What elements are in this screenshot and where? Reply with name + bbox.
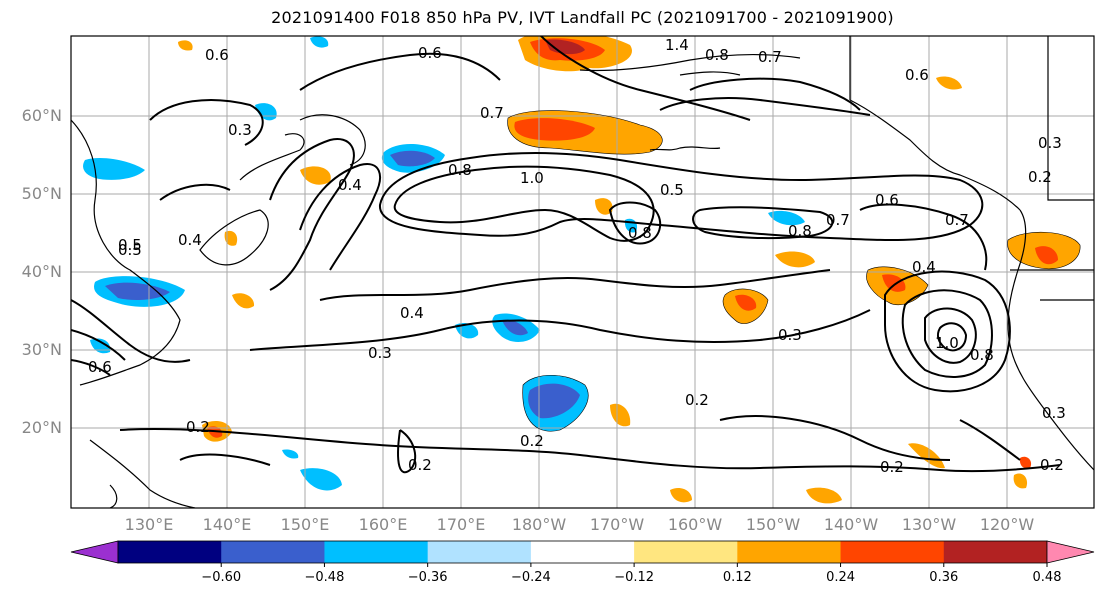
lon-label: 120°W	[980, 515, 1035, 534]
anomaly-outlines	[507, 110, 1081, 432]
colorbar-tick-label: −0.36	[408, 570, 448, 585]
coastlines	[71, 36, 1094, 508]
contour-label: 0.2	[186, 418, 210, 436]
contour-label: 0.8	[448, 161, 472, 179]
contour-label: 0.8	[705, 46, 729, 64]
colorbar-tick-label: −0.60	[201, 570, 241, 585]
contour-label: 0.8	[970, 346, 994, 364]
contour-label: 0.6	[905, 66, 929, 84]
contour-label: 0.8	[788, 222, 812, 240]
lon-label: 170°E	[437, 515, 486, 534]
colorbar-swatch	[840, 541, 945, 563]
contour-label: 0.5	[118, 236, 142, 254]
contour-label: 0.3	[778, 326, 802, 344]
colorbar-swatch	[221, 541, 325, 563]
contour-label: 0.2	[1028, 168, 1052, 186]
colorbar-tick-label: 0.24	[826, 570, 855, 585]
lon-label: 170°W	[590, 515, 645, 534]
lon-label: 180°W	[512, 515, 567, 534]
colorbar-tick-label: −0.48	[305, 570, 345, 585]
lat-label: 40°N	[22, 262, 62, 281]
contour-label: 0.7	[826, 211, 850, 229]
lon-label: 150°E	[281, 515, 330, 534]
contour-label: 0.3	[368, 344, 392, 362]
lon-label: 160°E	[359, 515, 408, 534]
colorbar-swatch	[324, 541, 429, 563]
contour-label: 0.2	[408, 456, 432, 474]
map-gridlines	[71, 36, 1094, 508]
colorbar-swatch	[118, 541, 222, 563]
colorbar-swatch	[427, 541, 532, 563]
contour-label: 0.8	[628, 224, 652, 242]
contour-label: 0.2	[880, 458, 904, 476]
contour-label: 0.5	[118, 241, 142, 259]
contour-label: 0.7	[480, 104, 504, 122]
contour-label: 0.2	[685, 391, 709, 409]
lat-label: 50°N	[22, 184, 62, 203]
lon-label: 150°W	[746, 515, 801, 534]
lat-label: 30°N	[22, 340, 62, 359]
contour-label: 1.0	[520, 169, 544, 187]
lat-label: 60°N	[22, 106, 62, 125]
colorbar-swatch	[530, 541, 635, 563]
contour-label: 0.3	[1038, 134, 1062, 152]
latitude-labels: 60°N 50°N 40°N 30°N 20°N	[22, 106, 62, 437]
contour-label: 0.2	[1040, 456, 1064, 474]
colorbar-tick-label: 0.36	[929, 570, 958, 585]
colorbar-tick-label: −0.24	[511, 570, 551, 585]
colorbar-right-extension	[1046, 540, 1095, 564]
map-title: 2021091400 F018 850 hPa PV, IVT Landfall…	[271, 8, 894, 27]
contour-label: 0.4	[178, 231, 202, 249]
colorbar-swatch	[737, 541, 842, 563]
contour-label: 0.4	[400, 304, 424, 322]
contour-label: 0.7	[945, 211, 969, 229]
lon-label: 160°W	[668, 515, 723, 534]
contour-label: 0.7	[758, 48, 782, 66]
contour-label: 0.5	[660, 181, 684, 199]
colorbar-tick-label: 0.12	[723, 570, 752, 585]
contour-labels: 0.6 1.4 0.8 0.7 0.6 0.7 0.3 0.2 0.3 0.6 …	[88, 36, 1066, 476]
lon-label: 130°W	[902, 515, 957, 534]
contour-label: 0.4	[338, 176, 362, 194]
lat-label: 20°N	[22, 418, 62, 437]
contour-label: 0.6	[88, 358, 112, 376]
pv-contours	[71, 36, 1061, 474]
contour-label: 0.6	[875, 191, 899, 209]
lon-label: 140°E	[203, 515, 252, 534]
contour-label: 0.6	[418, 44, 442, 62]
plot-frame	[70, 35, 1095, 509]
contour-label: 0.4	[912, 258, 936, 276]
colorbar-swatch	[943, 541, 1048, 563]
colorbar-left-extension	[70, 540, 119, 564]
contour-label: 0.3	[228, 121, 252, 139]
colorbar-swatch	[634, 541, 738, 563]
contour-label: 0.3	[1042, 404, 1066, 422]
lon-label: 140°W	[824, 515, 879, 534]
lon-label: 130°E	[125, 515, 174, 534]
colorbar: −0.60 −0.48 −0.36 −0.24 −0.12 0.12 0.24 0.36 0.4…	[70, 540, 1095, 585]
contour-label: 0.2	[520, 432, 544, 450]
contour-label: 0.6	[205, 46, 229, 64]
contour-label: 1.0	[935, 334, 959, 352]
contour-label: 1.4	[665, 36, 689, 54]
colorbar-tick-label: −0.12	[614, 570, 654, 585]
longitude-labels: 130°E 140°E 150°E 160°E 170°E 180°W 170°…	[125, 515, 1035, 534]
colorbar-tick-label: 0.48	[1033, 570, 1062, 585]
